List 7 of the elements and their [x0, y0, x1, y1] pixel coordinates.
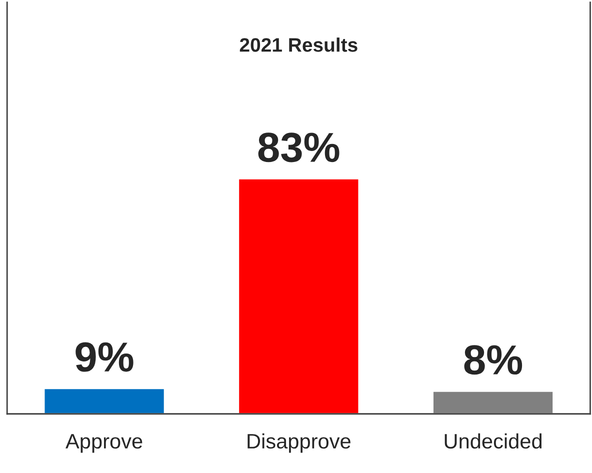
data-label: 9%	[76, 342, 134, 372]
data-label: 83%	[258, 132, 340, 162]
data-label: 8%	[464, 345, 522, 375]
x-tick-label: Approve	[66, 434, 142, 453]
x-tick-label: Undecided	[444, 433, 542, 449]
chart-title: 2021 Results	[240, 38, 358, 52]
x-tick-label: Disapprove	[248, 433, 350, 453]
